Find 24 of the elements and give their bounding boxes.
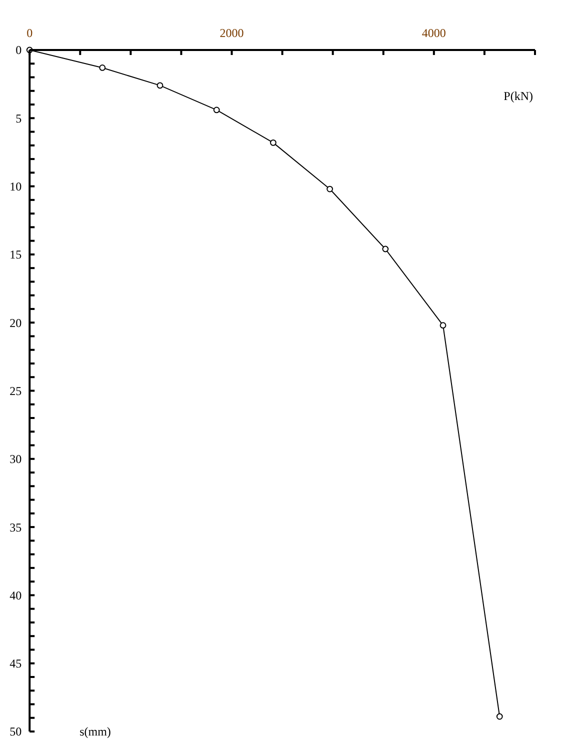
y-tick-label: 10 [10,180,22,194]
point [326,186,334,192]
point [496,713,503,720]
y-tick-label: 25 [10,384,22,398]
point [156,82,164,89]
y-tick-label: 5 [16,111,22,126]
y-tick-label: 20 [10,316,22,330]
point [382,246,389,252]
point [99,64,106,71]
y-tick-label: 30 [10,452,22,466]
y-tick-label: 40 [10,588,22,602]
point [440,322,446,329]
point [270,139,276,146]
x-tick-label: 0 [26,26,33,40]
point [213,106,220,114]
y-tick-label: 0 [16,43,22,58]
y-tick-label: 45 [10,656,22,671]
y-tick-label: 50 [10,724,22,739]
y-tick-label: 35 [10,520,22,534]
x-tick-label: 4000 [422,26,446,40]
x-tick-label: 2000 [220,26,244,40]
x-axis-title: P(kN) [504,89,533,103]
y-axis-title: s(mm) [80,724,111,738]
y-tick-label: 15 [10,248,22,262]
